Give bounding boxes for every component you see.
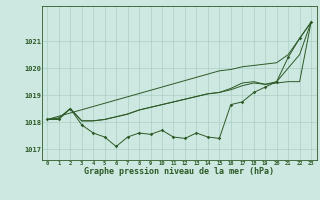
X-axis label: Graphe pression niveau de la mer (hPa): Graphe pression niveau de la mer (hPa)	[84, 167, 274, 176]
